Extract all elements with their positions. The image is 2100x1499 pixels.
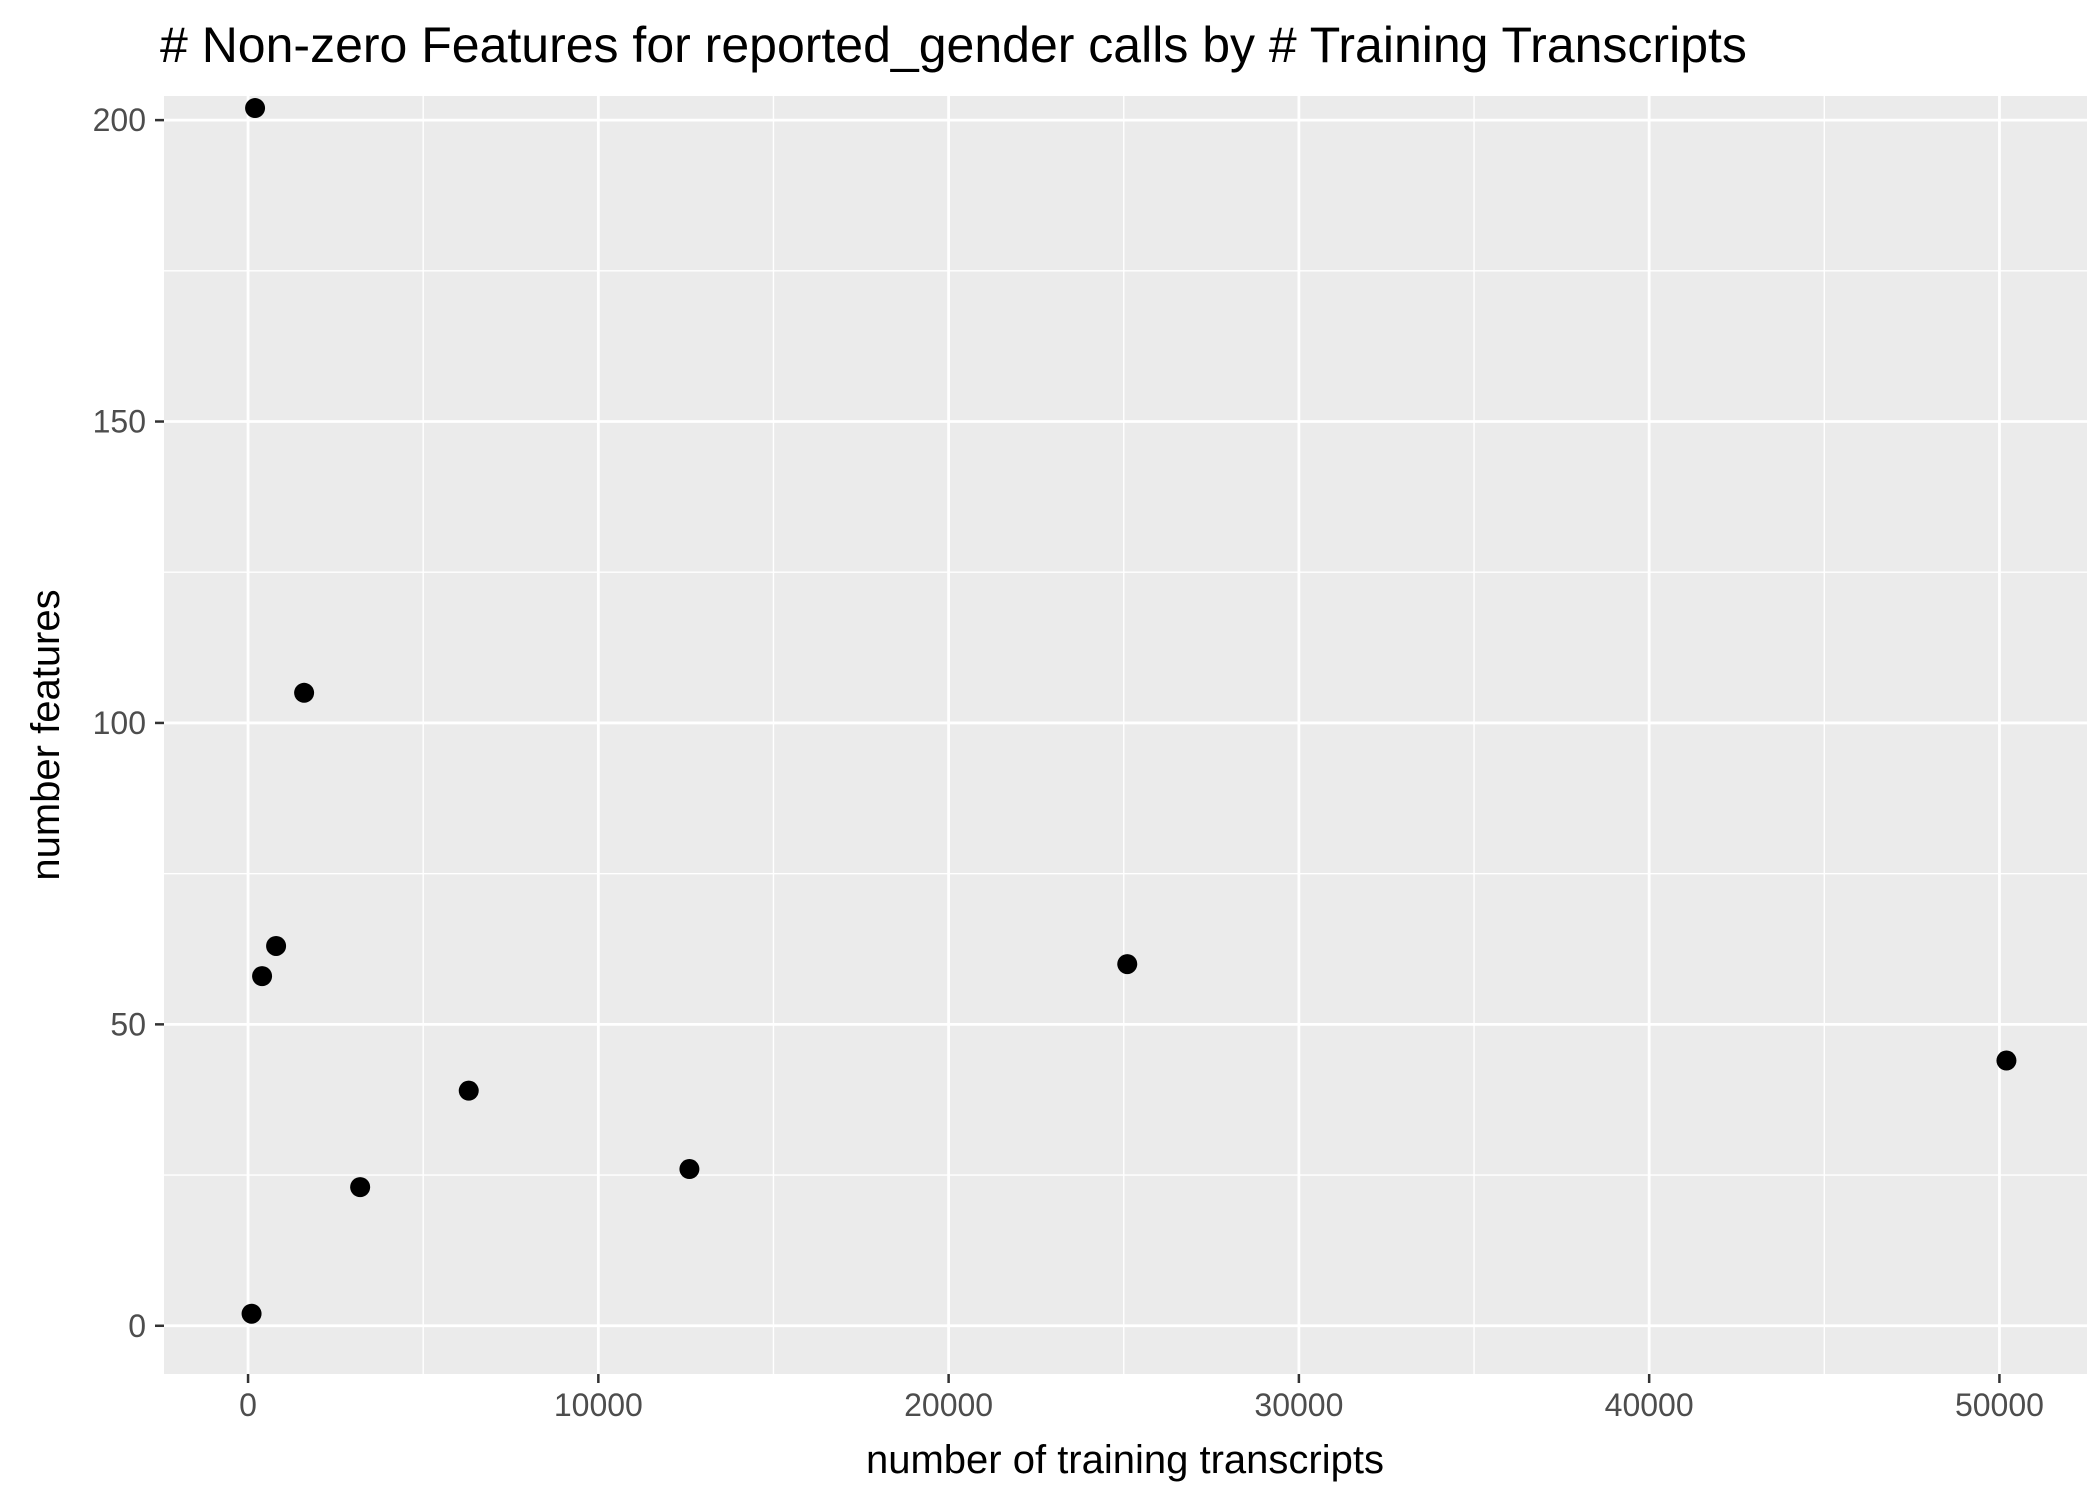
data-point xyxy=(1117,954,1138,975)
minor-gridlines xyxy=(164,96,2087,1374)
x-tick-label: 10000 xyxy=(554,1387,643,1423)
data-point xyxy=(266,935,287,956)
data-point xyxy=(458,1080,479,1101)
y-tick-label: 50 xyxy=(110,1006,146,1042)
y-tick-label: 150 xyxy=(93,404,146,440)
chart-title: # Non-zero Features for reported_gender … xyxy=(160,17,1747,73)
y-tick-label: 200 xyxy=(93,102,146,138)
y-axis: 0 50 100 150 200 xyxy=(93,102,164,1344)
x-tick-label: 20000 xyxy=(904,1387,993,1423)
data-point xyxy=(1996,1050,2017,1071)
data-points xyxy=(241,98,2017,1324)
data-point xyxy=(294,682,315,703)
major-gridlines xyxy=(164,96,2087,1374)
plot-panel xyxy=(164,96,2087,1374)
data-point xyxy=(679,1159,700,1180)
y-tick-label: 0 xyxy=(128,1308,146,1344)
x-tick-label: 0 xyxy=(239,1387,257,1423)
x-axis: 0 10000 20000 30000 40000 50000 xyxy=(239,1374,2044,1423)
x-tick-label: 50000 xyxy=(1955,1387,2044,1423)
x-tick-label: 30000 xyxy=(1254,1387,1343,1423)
x-tick-label: 40000 xyxy=(1605,1387,1694,1423)
y-tick-label: 100 xyxy=(93,705,146,741)
data-point xyxy=(241,1303,262,1324)
x-axis-title: number of training transcripts xyxy=(866,1438,1384,1482)
data-point xyxy=(252,966,273,987)
y-axis-title: number features xyxy=(24,589,68,880)
data-point xyxy=(245,98,266,119)
data-point xyxy=(350,1177,371,1198)
